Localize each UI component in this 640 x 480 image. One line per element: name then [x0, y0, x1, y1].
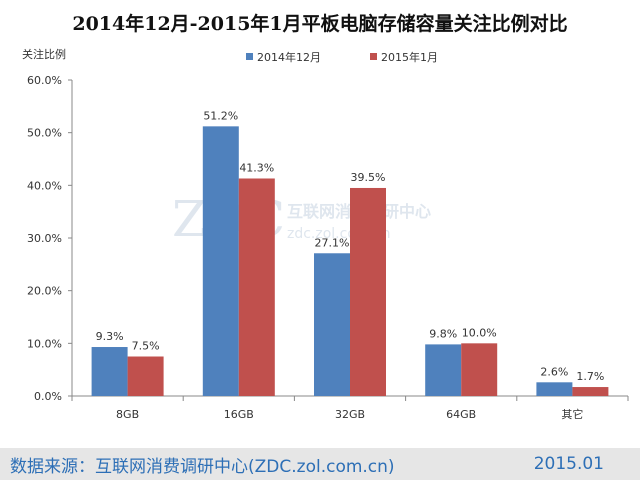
x-category-label: 16GB — [224, 408, 254, 421]
y-tick-label: 50.0% — [27, 127, 62, 140]
data-label: 27.1% — [315, 236, 350, 249]
bar-1 — [425, 344, 462, 396]
data-label: 39.5% — [351, 171, 386, 184]
x-category-label: 8GB — [116, 408, 139, 421]
bar-2 — [127, 356, 164, 396]
x-axis: 8GB 16GB 32GB 64GB 其它 — [71, 395, 629, 421]
bar-1 — [314, 253, 350, 396]
data-label: 10.0% — [462, 326, 497, 339]
bars: 9.3% 7.5% 51.2% 41.3% 27.1% 39.5% 9.8% 10.0% 2.6… — [91, 109, 609, 396]
y-tick-label: 0.0% — [34, 390, 62, 403]
bar-2 — [461, 343, 498, 396]
bar-2 — [350, 187, 386, 396]
data-label: 51.2% — [203, 109, 238, 122]
bar-chart: ZDC 互联网消费调研中心 zdc.zol.com.cn 2014年12月-20… — [22, 12, 629, 421]
data-label: 7.5% — [132, 340, 160, 353]
data-label: 41.3% — [239, 161, 274, 174]
bar-1 — [91, 347, 128, 396]
y-tick-label: 30.0% — [27, 232, 62, 245]
legend: 2014年12月 2015年1月 — [246, 50, 438, 64]
y-axis-title: 关注比例 — [22, 47, 66, 61]
y-tick-label: 10.0% — [27, 337, 62, 350]
legend-label-2: 2015年1月 — [381, 50, 438, 64]
y-tick-label: 60.0% — [27, 74, 62, 87]
legend-swatch-2 — [370, 53, 377, 60]
bar-2 — [572, 387, 609, 396]
data-label: 9.8% — [429, 327, 457, 340]
bar-2 — [238, 178, 275, 396]
y-tick-label: 40.0% — [27, 179, 62, 192]
x-category-label: 其它 — [561, 407, 583, 421]
bar-1 — [536, 382, 573, 396]
y-tick-label: 20.0% — [27, 285, 62, 298]
x-category-label: 32GB — [335, 408, 365, 421]
legend-swatch-1 — [246, 53, 253, 60]
data-label: 2.6% — [540, 365, 568, 378]
chart-area: ZDC 互联网消费调研中心 zdc.zol.com.cn 2014年12月-20… — [22, 12, 629, 421]
data-label: 1.7% — [576, 370, 604, 383]
source-text: 数据来源：互联网消费调研中心(ZDC.zol.com.cn) — [10, 456, 395, 477]
data-label: 9.3% — [96, 330, 124, 343]
x-category-label: 64GB — [446, 408, 476, 421]
date-text: 2015.01 — [533, 454, 604, 474]
chart-title: 2014年12月-2015年1月平板电脑存储容量关注比例对比 — [72, 12, 567, 35]
legend-label-1: 2014年12月 — [257, 50, 321, 64]
y-axis: 0.0% 10.0% 20.0% 30.0% 40.0% 50.0% 60.0% — [27, 74, 73, 403]
bar-1 — [202, 126, 239, 396]
footer: 数据来源：互联网消费调研中心(ZDC.zol.com.cn) 2015.01 — [0, 448, 640, 480]
